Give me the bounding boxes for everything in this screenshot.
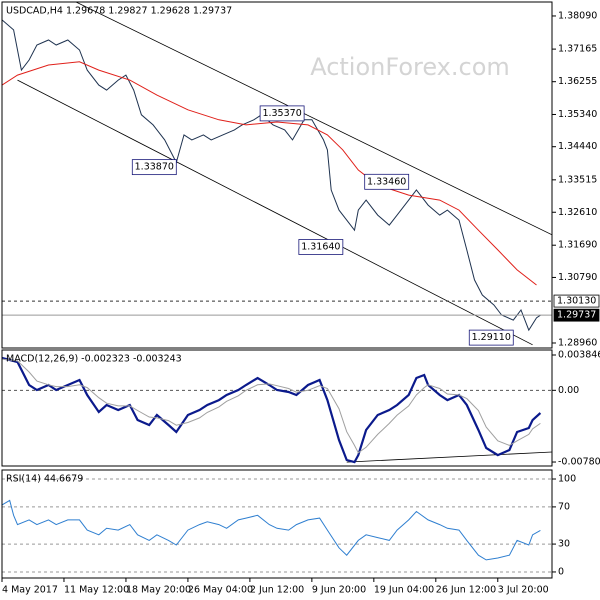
trendline bbox=[75, 2, 552, 236]
panel-border bbox=[1, 469, 553, 579]
x-tick-label: 2 Jun 12:00 bbox=[250, 585, 304, 596]
x-tick-label: 26 May 04:00 bbox=[188, 585, 253, 596]
x-tick-label: 3 Jul 20:00 bbox=[498, 585, 549, 596]
x-tick-label: 18 May 20:00 bbox=[126, 585, 191, 596]
level-label: 1.30130 bbox=[557, 296, 596, 307]
level-box bbox=[553, 308, 600, 322]
y-tick-label: -0.007807 bbox=[558, 457, 600, 468]
x-tick-label: 4 May 2017 bbox=[2, 585, 58, 596]
y-tick-label: 1.34440 bbox=[558, 141, 597, 152]
y-tick-label: 1.31690 bbox=[558, 240, 597, 251]
series-line bbox=[2, 61, 537, 286]
y-tick-label: 1.28960 bbox=[558, 337, 597, 348]
annotation-label: 1.33460 bbox=[367, 176, 406, 187]
annotation-box bbox=[259, 105, 305, 122]
plot-area bbox=[2, 356, 552, 464]
series-line bbox=[2, 19, 541, 332]
y-tick-label: 1.33515 bbox=[558, 174, 597, 185]
y-tick-label: 1.32610 bbox=[558, 207, 597, 218]
panel-title: MACD(12,26,9) -0.002323 -0.003243 bbox=[6, 354, 182, 365]
annotation-box bbox=[298, 239, 344, 255]
series-line bbox=[2, 499, 541, 561]
level-box bbox=[553, 294, 600, 308]
y-tick-label: 1.37165 bbox=[558, 44, 597, 55]
panel-border bbox=[1, 1, 553, 349]
annotation-box bbox=[131, 159, 177, 176]
annotation-label: 1.33870 bbox=[135, 162, 174, 173]
level-label: 1.29737 bbox=[557, 310, 596, 321]
x-tick-label: 26 Jun 12:00 bbox=[436, 585, 496, 596]
annotation-label: 1.31640 bbox=[301, 241, 340, 252]
y-tick-label: 0.003846 bbox=[558, 349, 600, 360]
x-tick-label: 19 Jun 04:00 bbox=[374, 585, 434, 596]
annotation-label: 1.29110 bbox=[472, 332, 511, 343]
panel-border bbox=[1, 349, 553, 467]
annotation-box bbox=[468, 329, 514, 346]
trendline bbox=[346, 451, 552, 463]
y-tick-label: 0 bbox=[558, 566, 564, 577]
y-tick-label: 70 bbox=[558, 501, 570, 512]
panel-title: USDCAD,H4 1.29678 1.29827 1.29628 1.2973… bbox=[6, 6, 232, 17]
panel-title: RSI(14) 44.6679 bbox=[6, 474, 83, 485]
x-tick-label: 9 Jun 20:00 bbox=[312, 585, 366, 596]
y-tick-label: 0.00 bbox=[558, 385, 579, 396]
annotation-label: 1.35370 bbox=[262, 108, 301, 119]
y-tick-label: 30 bbox=[558, 539, 570, 550]
x-tick-label: 11 May 12:00 bbox=[64, 585, 129, 596]
y-tick-label: 1.38090 bbox=[558, 10, 597, 21]
watermark: ActionForex.com bbox=[310, 53, 510, 81]
annotation-box bbox=[364, 173, 410, 190]
plot-area bbox=[2, 478, 552, 573]
y-tick-label: 100 bbox=[558, 474, 576, 485]
series-line bbox=[2, 356, 542, 464]
y-tick-label: 1.36255 bbox=[558, 76, 597, 87]
y-tick-label: 1.35340 bbox=[558, 109, 597, 120]
series-line bbox=[2, 358, 541, 454]
y-tick-label: 1.30790 bbox=[558, 272, 597, 283]
